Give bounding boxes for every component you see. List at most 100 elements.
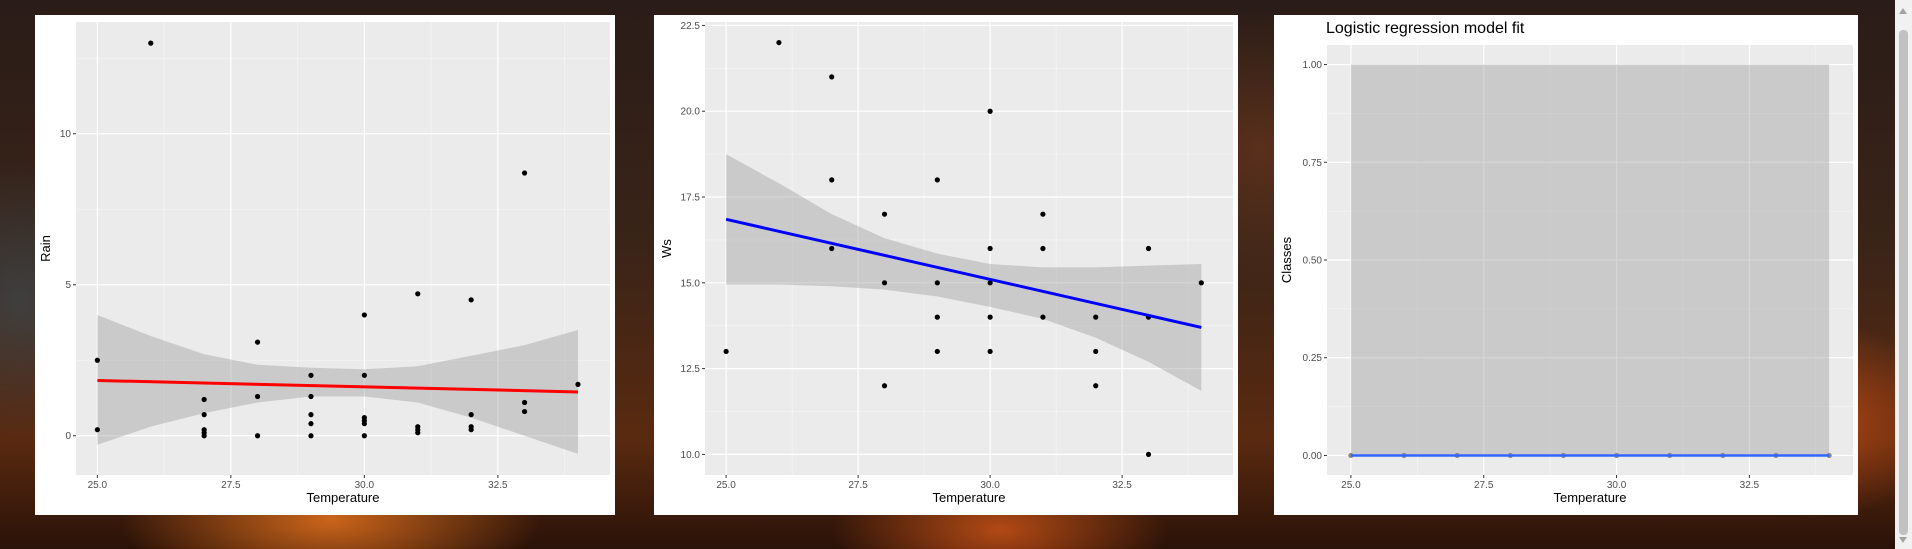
data-point [1145, 451, 1152, 458]
data-point [1093, 314, 1099, 320]
y-tick-label: 15.0 [681, 278, 701, 289]
data-point [415, 430, 421, 436]
data-point [468, 427, 474, 433]
page-scrollbar[interactable] [1895, 0, 1912, 549]
data-point [254, 393, 261, 400]
x-tick-label: 30.0 [1607, 480, 1627, 491]
data-point [934, 348, 940, 355]
data-point [1348, 452, 1354, 459]
y-tick-label: 0 [65, 431, 71, 442]
y-axis-title: Classes [1279, 236, 1294, 283]
data-point [776, 39, 782, 46]
y-tick-label: 0.00 [1303, 451, 1323, 462]
data-point [254, 433, 261, 439]
data-point [1826, 452, 1832, 459]
data-point [829, 245, 835, 252]
data-point [308, 412, 314, 418]
data-point [1145, 245, 1152, 252]
y-tick-label: 10.0 [681, 450, 701, 461]
data-point [829, 177, 835, 183]
data-point [308, 372, 314, 378]
data-point [723, 348, 729, 355]
data-point [308, 393, 314, 400]
data-point [94, 427, 100, 433]
ws-scatter-panel: 25.0 27.5 30.0 32.5 10.0 12.5 15.0 17.5 20.0 22.5… [654, 15, 1238, 515]
data-point [361, 312, 367, 318]
data-point [521, 170, 528, 176]
data-point [201, 412, 207, 418]
x-tick-label: 27.5 [221, 480, 241, 491]
rain-scatter-chart: 25.0 27.5 30.0 32.5 0 5 10 Temperature Rain [38, 22, 610, 505]
x-tick-label: 30.0 [980, 480, 1000, 491]
data-point [829, 74, 835, 80]
data-point [94, 357, 100, 363]
data-point [468, 412, 474, 418]
y-axis-title: Rain [38, 235, 53, 262]
data-point [254, 339, 261, 345]
ws-scatter-chart: 25.0 27.5 30.0 32.5 10.0 12.5 15.0 17.5 20.0 22.5… [659, 21, 1233, 505]
scrollbar-thumb[interactable] [1899, 30, 1908, 535]
data-point [521, 399, 528, 406]
x-tick-label: 27.5 [1474, 480, 1494, 491]
confidence-ribbon [1350, 64, 1830, 456]
scroll-down-arrow-icon[interactable] [1899, 537, 1907, 543]
y-tick-label: 0.75 [1303, 158, 1323, 169]
data-point [1093, 348, 1099, 355]
y-axis-title: Ws [659, 239, 674, 258]
chart-title: Logistic regression model fit [1326, 20, 1525, 37]
regression-fit-line [97, 378, 578, 394]
plot-background [705, 22, 1233, 475]
data-point [1040, 245, 1046, 252]
data-point [881, 383, 888, 389]
y-tick-label: 0.50 [1303, 256, 1323, 267]
data-point [881, 211, 888, 217]
y-tick-label: 20.0 [681, 107, 701, 118]
rain-scatter-panel: 25.0 27.5 30.0 32.5 0 5 10 Temperature Rain [35, 15, 615, 515]
regression-fit-line [725, 217, 1202, 329]
logistic-fit-chart: 25.0 27.5 30.0 32.5 0.00 0.25 0.50 0.75 1.00 Temp… [1279, 20, 1853, 505]
data-point [987, 314, 993, 320]
y-tick-label: 5 [65, 280, 71, 291]
data-point [987, 348, 993, 355]
data-point [308, 433, 314, 439]
x-tick-label: 25.0 [88, 480, 108, 491]
data-point [934, 314, 940, 320]
x-axis-title: Temperature [933, 490, 1006, 505]
logistic-fit-panel: 25.0 27.5 30.0 32.5 0.00 0.25 0.50 0.75 1.00 Temp… [1274, 15, 1858, 515]
data-point [201, 396, 207, 403]
data-point [1093, 383, 1099, 389]
y-tick-label: 17.5 [681, 193, 701, 204]
data-point [468, 297, 474, 303]
data-point [575, 381, 581, 387]
data-point [361, 433, 367, 439]
x-tick-label: 32.5 [488, 480, 508, 491]
data-point [1198, 280, 1204, 286]
data-point [881, 280, 888, 286]
x-tick-label: 25.0 [1341, 480, 1361, 491]
x-axis-title: Temperature [1554, 490, 1627, 505]
x-tick-label: 30.0 [355, 480, 375, 491]
y-tick-label: 1.00 [1303, 60, 1323, 71]
data-point [415, 291, 421, 297]
data-point [361, 421, 367, 427]
data-point [934, 280, 940, 286]
x-axis-title: Temperature [307, 490, 380, 505]
data-point [308, 421, 314, 427]
data-point [987, 108, 993, 114]
x-tick-label: 32.5 [1112, 480, 1132, 491]
data-point [148, 40, 154, 46]
y-tick-label: 10 [60, 129, 72, 140]
x-tick-label: 25.0 [716, 480, 736, 491]
data-point [361, 372, 367, 378]
scroll-up-arrow-icon[interactable] [1899, 8, 1907, 14]
x-tick-label: 32.5 [1740, 480, 1760, 491]
confidence-ribbon [97, 314, 578, 454]
y-tick-label: 22.5 [681, 21, 701, 32]
y-tick-label: 12.5 [681, 364, 701, 375]
data-point [1040, 314, 1046, 320]
x-tick-label: 27.5 [848, 480, 868, 491]
plot-background [76, 22, 610, 475]
data-point [987, 280, 993, 286]
data-point [521, 408, 528, 415]
data-point [1040, 211, 1046, 217]
